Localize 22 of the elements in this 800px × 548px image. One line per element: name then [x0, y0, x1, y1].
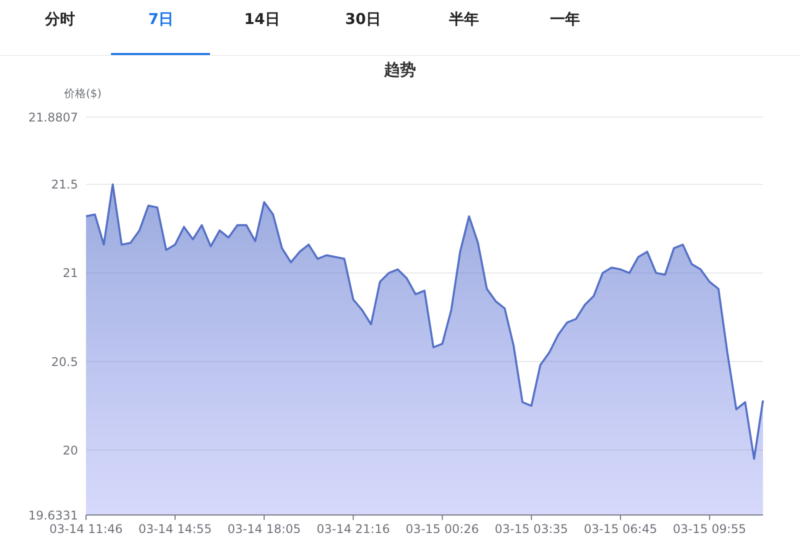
x-tick-label: 03-14 11:46	[49, 522, 123, 536]
y-axis-title: 价格($)	[64, 86, 102, 101]
x-tick-label: 03-14 14:55	[138, 522, 212, 536]
x-tick-label: 03-15 00:26	[406, 522, 479, 536]
x-tick-label: 03-15 03:35	[494, 522, 568, 536]
text: 14日	[243, 10, 281, 29]
x-tick-label: 03-15 09:55	[672, 522, 746, 536]
text: 30日	[344, 10, 382, 29]
text: 半年	[448, 10, 480, 29]
y-tick-label: 21.8807	[28, 110, 78, 124]
y-tick-label: 20	[62, 443, 78, 458]
chart-title: 趋势	[383, 60, 417, 81]
y-tick-label: 19.6331	[28, 508, 78, 522]
y-tick-label: 21.5	[51, 178, 78, 192]
text: 一年	[549, 10, 581, 29]
y-tick-label: 20.5	[51, 354, 78, 369]
text: 分时	[44, 10, 76, 29]
y-tick-label: 21	[62, 266, 78, 280]
x-tick-label: 03-14 18:05	[228, 522, 301, 536]
text: 7日	[147, 10, 175, 29]
x-tick-label: 03-14 21:16	[316, 522, 390, 536]
x-tick-label: 03-15 06:45	[584, 522, 658, 536]
